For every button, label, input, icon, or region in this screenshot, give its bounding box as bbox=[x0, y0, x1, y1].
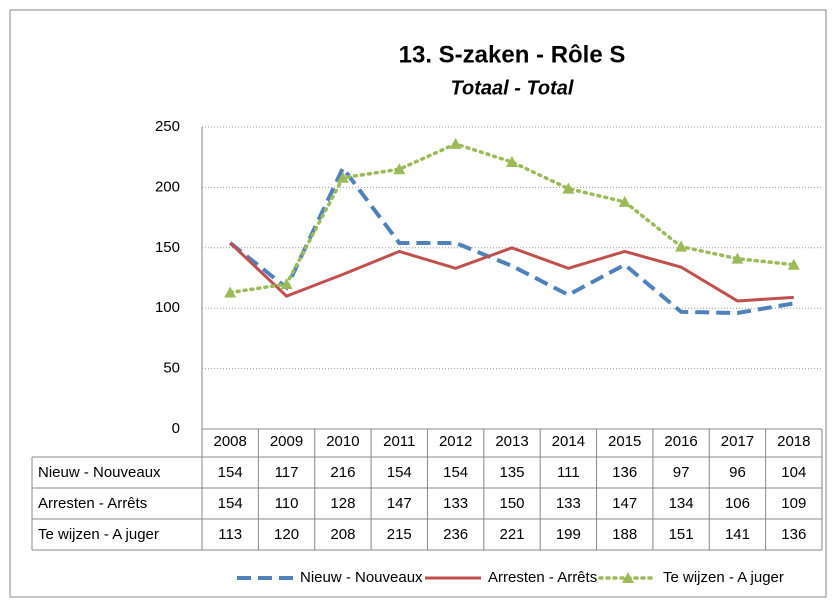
y-tick-label: 50 bbox=[163, 360, 180, 377]
series-line bbox=[229, 241, 794, 303]
x-tick-label: 2008 bbox=[213, 433, 246, 450]
table-cell: 208 bbox=[330, 526, 355, 543]
x-tick-label: 2018 bbox=[777, 433, 810, 450]
table-cell: 199 bbox=[556, 526, 581, 543]
point-marker bbox=[336, 171, 349, 183]
point-marker bbox=[675, 240, 688, 252]
table-cell: 147 bbox=[612, 495, 637, 512]
table-cell: 221 bbox=[499, 526, 524, 543]
point-marker bbox=[787, 258, 800, 270]
table-cell: 136 bbox=[781, 526, 806, 543]
point-marker bbox=[393, 163, 406, 175]
table-cell: 154 bbox=[387, 464, 412, 481]
table-cell: 133 bbox=[443, 495, 468, 512]
table-cell: 136 bbox=[612, 464, 637, 481]
legend-label: Arresten - Arrêts bbox=[488, 569, 597, 586]
x-tick-label: 2011 bbox=[383, 433, 415, 450]
table-cell: 128 bbox=[330, 495, 355, 512]
table-cell: 151 bbox=[669, 526, 694, 543]
x-tick-label: 2009 bbox=[270, 433, 303, 450]
chart-title: 13. S-zaken - Rôle S bbox=[399, 41, 626, 68]
chart-subtitle: Totaal - Total bbox=[451, 77, 574, 99]
y-tick-label: 200 bbox=[155, 178, 180, 195]
table-cell: 96 bbox=[729, 464, 746, 481]
table-cell: 216 bbox=[330, 464, 355, 481]
table-cell: 150 bbox=[499, 495, 524, 512]
x-tick-label: 2015 bbox=[608, 433, 641, 450]
x-tick-label: 2017 bbox=[721, 433, 754, 450]
table-cell: 215 bbox=[387, 526, 412, 543]
table-row-label: Te wijzen - A juger bbox=[38, 526, 159, 543]
point-marker bbox=[506, 156, 518, 168]
point-marker bbox=[731, 252, 744, 264]
y-tick-label: 150 bbox=[155, 239, 180, 256]
table-cell: 120 bbox=[274, 526, 299, 543]
table-cell: 147 bbox=[387, 495, 412, 512]
point-marker bbox=[618, 195, 631, 207]
point-marker bbox=[280, 278, 293, 290]
series-line bbox=[228, 164, 795, 316]
legend-label: Nieuw - Nouveaux bbox=[300, 569, 423, 586]
table-cell: 141 bbox=[725, 526, 750, 543]
point-marker bbox=[562, 182, 575, 194]
table-cell: 154 bbox=[218, 495, 243, 512]
table-cell: 117 bbox=[275, 464, 299, 481]
x-tick-label: 2016 bbox=[664, 433, 697, 450]
y-tick-label: 0 bbox=[172, 420, 180, 437]
table-cell: 110 bbox=[275, 495, 299, 512]
table-row-label: Nieuw - Nouveaux bbox=[38, 464, 161, 481]
table-cell: 109 bbox=[781, 495, 806, 512]
point-marker bbox=[449, 137, 462, 149]
table-cell: 111 bbox=[557, 464, 580, 481]
table-cell: 154 bbox=[443, 464, 468, 481]
legend-label: Te wijzen - A juger bbox=[663, 569, 784, 586]
table-cell: 113 bbox=[218, 526, 242, 543]
table-cell: 134 bbox=[669, 495, 694, 512]
table-cell: 135 bbox=[499, 464, 524, 481]
x-tick-label: 2014 bbox=[552, 433, 585, 450]
table-cell: 97 bbox=[673, 464, 690, 481]
table-row-label: Arresten - Arrêts bbox=[38, 495, 147, 512]
x-tick-label: 2010 bbox=[326, 433, 359, 450]
point-marker bbox=[224, 286, 237, 298]
y-tick-label: 100 bbox=[155, 299, 180, 316]
x-tick-label: 2012 bbox=[439, 433, 472, 450]
chart-border bbox=[9, 9, 827, 598]
legend-marker bbox=[622, 572, 634, 583]
y-tick-label: 250 bbox=[155, 118, 180, 135]
table-cell: 154 bbox=[218, 464, 243, 481]
table-cell: 133 bbox=[556, 495, 581, 512]
table-cell: 236 bbox=[443, 526, 468, 543]
table-cell: 104 bbox=[781, 464, 806, 481]
x-tick-label: 2013 bbox=[495, 433, 528, 450]
table-cell: 106 bbox=[725, 495, 750, 512]
table-cell: 188 bbox=[612, 526, 637, 543]
